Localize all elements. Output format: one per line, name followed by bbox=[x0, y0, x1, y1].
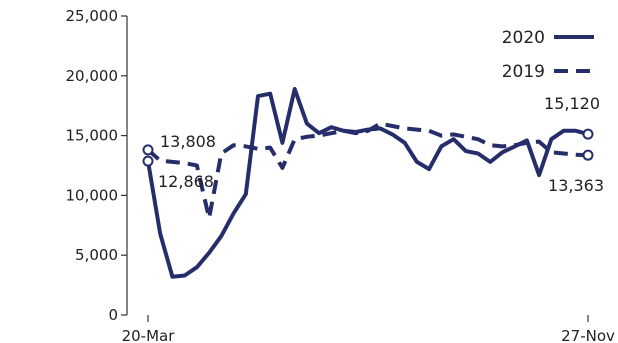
y-tick-label: 25,000 bbox=[66, 7, 119, 25]
data-label: 13,363 bbox=[548, 176, 604, 195]
x-tick-label: 20-Mar bbox=[122, 327, 176, 343]
x-tick-label: 27-Nov bbox=[561, 327, 615, 343]
legend-label: 2020 bbox=[502, 28, 545, 48]
legend-label: 2019 bbox=[502, 62, 545, 82]
y-axis: 0 5,000 10,000 15,000 20,000 25,000 bbox=[66, 7, 128, 324]
endpoint-marker-2019 bbox=[582, 149, 594, 161]
data-labels: 12,868 13,808 15,120 13,363 bbox=[158, 94, 604, 195]
data-label: 13,808 bbox=[160, 132, 216, 151]
series-layer bbox=[142, 87, 594, 279]
endpoint-marker-2020 bbox=[582, 128, 594, 140]
endpoint-marker-2019 bbox=[142, 144, 154, 156]
series-line-2019 bbox=[146, 121, 589, 221]
y-tick-label: 10,000 bbox=[66, 186, 119, 204]
y-tick-label: 0 bbox=[108, 306, 118, 324]
legend: 2020 2019 bbox=[502, 28, 594, 82]
y-tick-label: 20,000 bbox=[66, 67, 119, 85]
y-tick-label: 15,000 bbox=[66, 127, 119, 145]
data-label: 12,868 bbox=[158, 172, 214, 191]
x-axis: 20-Mar 27-Nov bbox=[122, 315, 615, 343]
endpoint-marker-2020 bbox=[142, 155, 154, 167]
y-tick-label: 5,000 bbox=[75, 246, 118, 264]
data-label: 15,120 bbox=[544, 94, 600, 113]
